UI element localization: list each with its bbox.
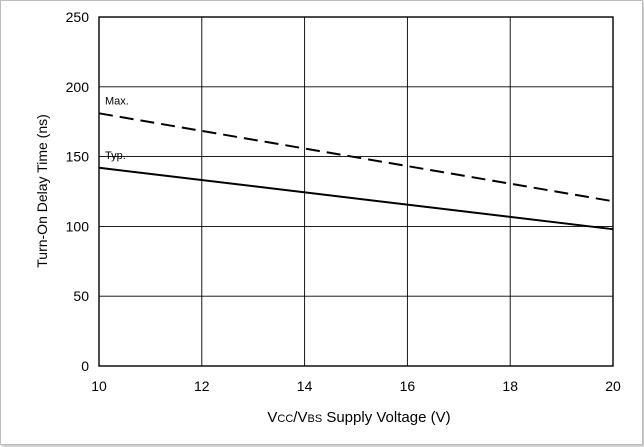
x-tick-label: 18 bbox=[502, 378, 518, 394]
grid-lines bbox=[98, 16, 614, 367]
y-tick-label: 0 bbox=[81, 358, 89, 374]
plot-area-border bbox=[98, 16, 614, 367]
x-tick-label: 20 bbox=[605, 378, 621, 394]
series-line-max bbox=[98, 112, 614, 203]
y-tick-labels: 0 50 100 150 200 250 bbox=[66, 9, 90, 374]
x-axis-label-rest: Supply Voltage (V) bbox=[322, 409, 450, 426]
series-label: Typ. bbox=[105, 150, 126, 162]
y-axis-label: Turn-On Delay Time (ns) bbox=[34, 114, 50, 268]
x-tick-label: 16 bbox=[400, 378, 416, 394]
x-axis-label: VCC/VBS Supply Voltage (V) bbox=[267, 409, 450, 426]
x-tick-label: 12 bbox=[194, 378, 210, 394]
series-lines: Max. Typ. bbox=[98, 95, 614, 231]
x-axis-label-bs: BS bbox=[307, 413, 322, 425]
x-axis-label-cc: CC bbox=[277, 413, 293, 425]
y-tick-label: 250 bbox=[66, 9, 90, 25]
x-axis-label-v1: V bbox=[267, 409, 277, 426]
x-tick-label: 14 bbox=[297, 378, 313, 394]
x-tick-labels: 10 12 14 16 18 20 bbox=[91, 378, 621, 394]
series-line-typ bbox=[98, 166, 614, 231]
y-tick-label: 50 bbox=[73, 288, 89, 304]
x-axis-label-v2: /V bbox=[293, 409, 307, 426]
x-tick-label: 10 bbox=[91, 378, 107, 394]
y-tick-label: 150 bbox=[66, 149, 90, 165]
y-tick-label: 100 bbox=[66, 218, 90, 234]
y-tick-label: 200 bbox=[66, 79, 90, 95]
series-label: Max. bbox=[105, 95, 129, 107]
